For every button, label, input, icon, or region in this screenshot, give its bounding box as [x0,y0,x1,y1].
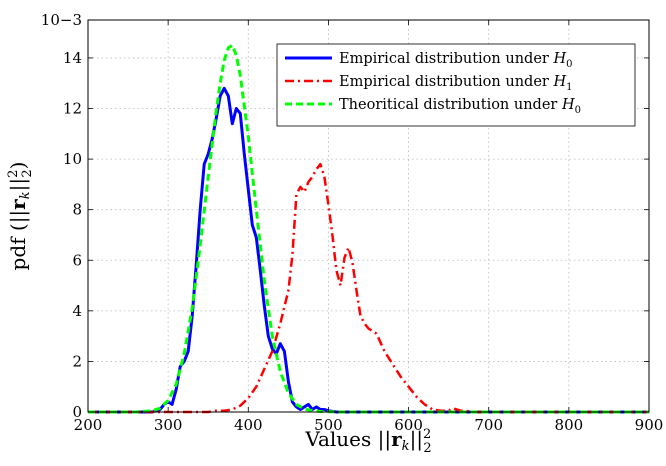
series-line-3 [88,43,649,414]
x-tick-label: 500 [314,416,343,434]
x-tick-label: 600 [394,416,423,434]
legend-label-2: Empirical distribution under H1 [339,74,572,93]
series-lines [88,43,649,414]
legend-label-3: Theoritical distribution under H0 [339,97,581,116]
y-tick-label: 10 [63,150,82,168]
x-tick-label: 200 [74,416,103,434]
y-tick-label: 4 [72,302,82,320]
x-tick-label: 900 [635,416,664,434]
y-axis-label: pdf (||rk||22) [6,162,35,271]
legend: Empirical distribution under H0 Empirical… [276,43,636,127]
y-tick-label: 12 [63,100,82,118]
y-exponent-label: 10−3 [41,11,82,29]
y-tick-label: 6 [72,251,82,269]
axis-ticks: 200 300 400 500 600 700 800 900 0 2 4 6 8 10 12 14 [63,20,663,434]
x-tick-label: 800 [555,416,584,434]
y-tick-label: 2 [72,352,82,370]
x-tick-label: 700 [474,416,503,434]
y-tick-label: 0 [72,403,82,421]
legend-box [276,43,636,127]
series-line-2 [88,162,649,414]
legend-label-1: Empirical distribution under H0 [339,51,572,70]
y-tick-label: 8 [72,201,82,219]
x-tick-label: 400 [234,416,263,434]
x-axis-label: Values ||rk||2 2 [304,427,431,456]
x-tick-label: 300 [154,416,183,434]
series-line-1 [88,86,649,414]
plot-frame [87,19,650,413]
y-tick-label: 14 [63,49,82,67]
